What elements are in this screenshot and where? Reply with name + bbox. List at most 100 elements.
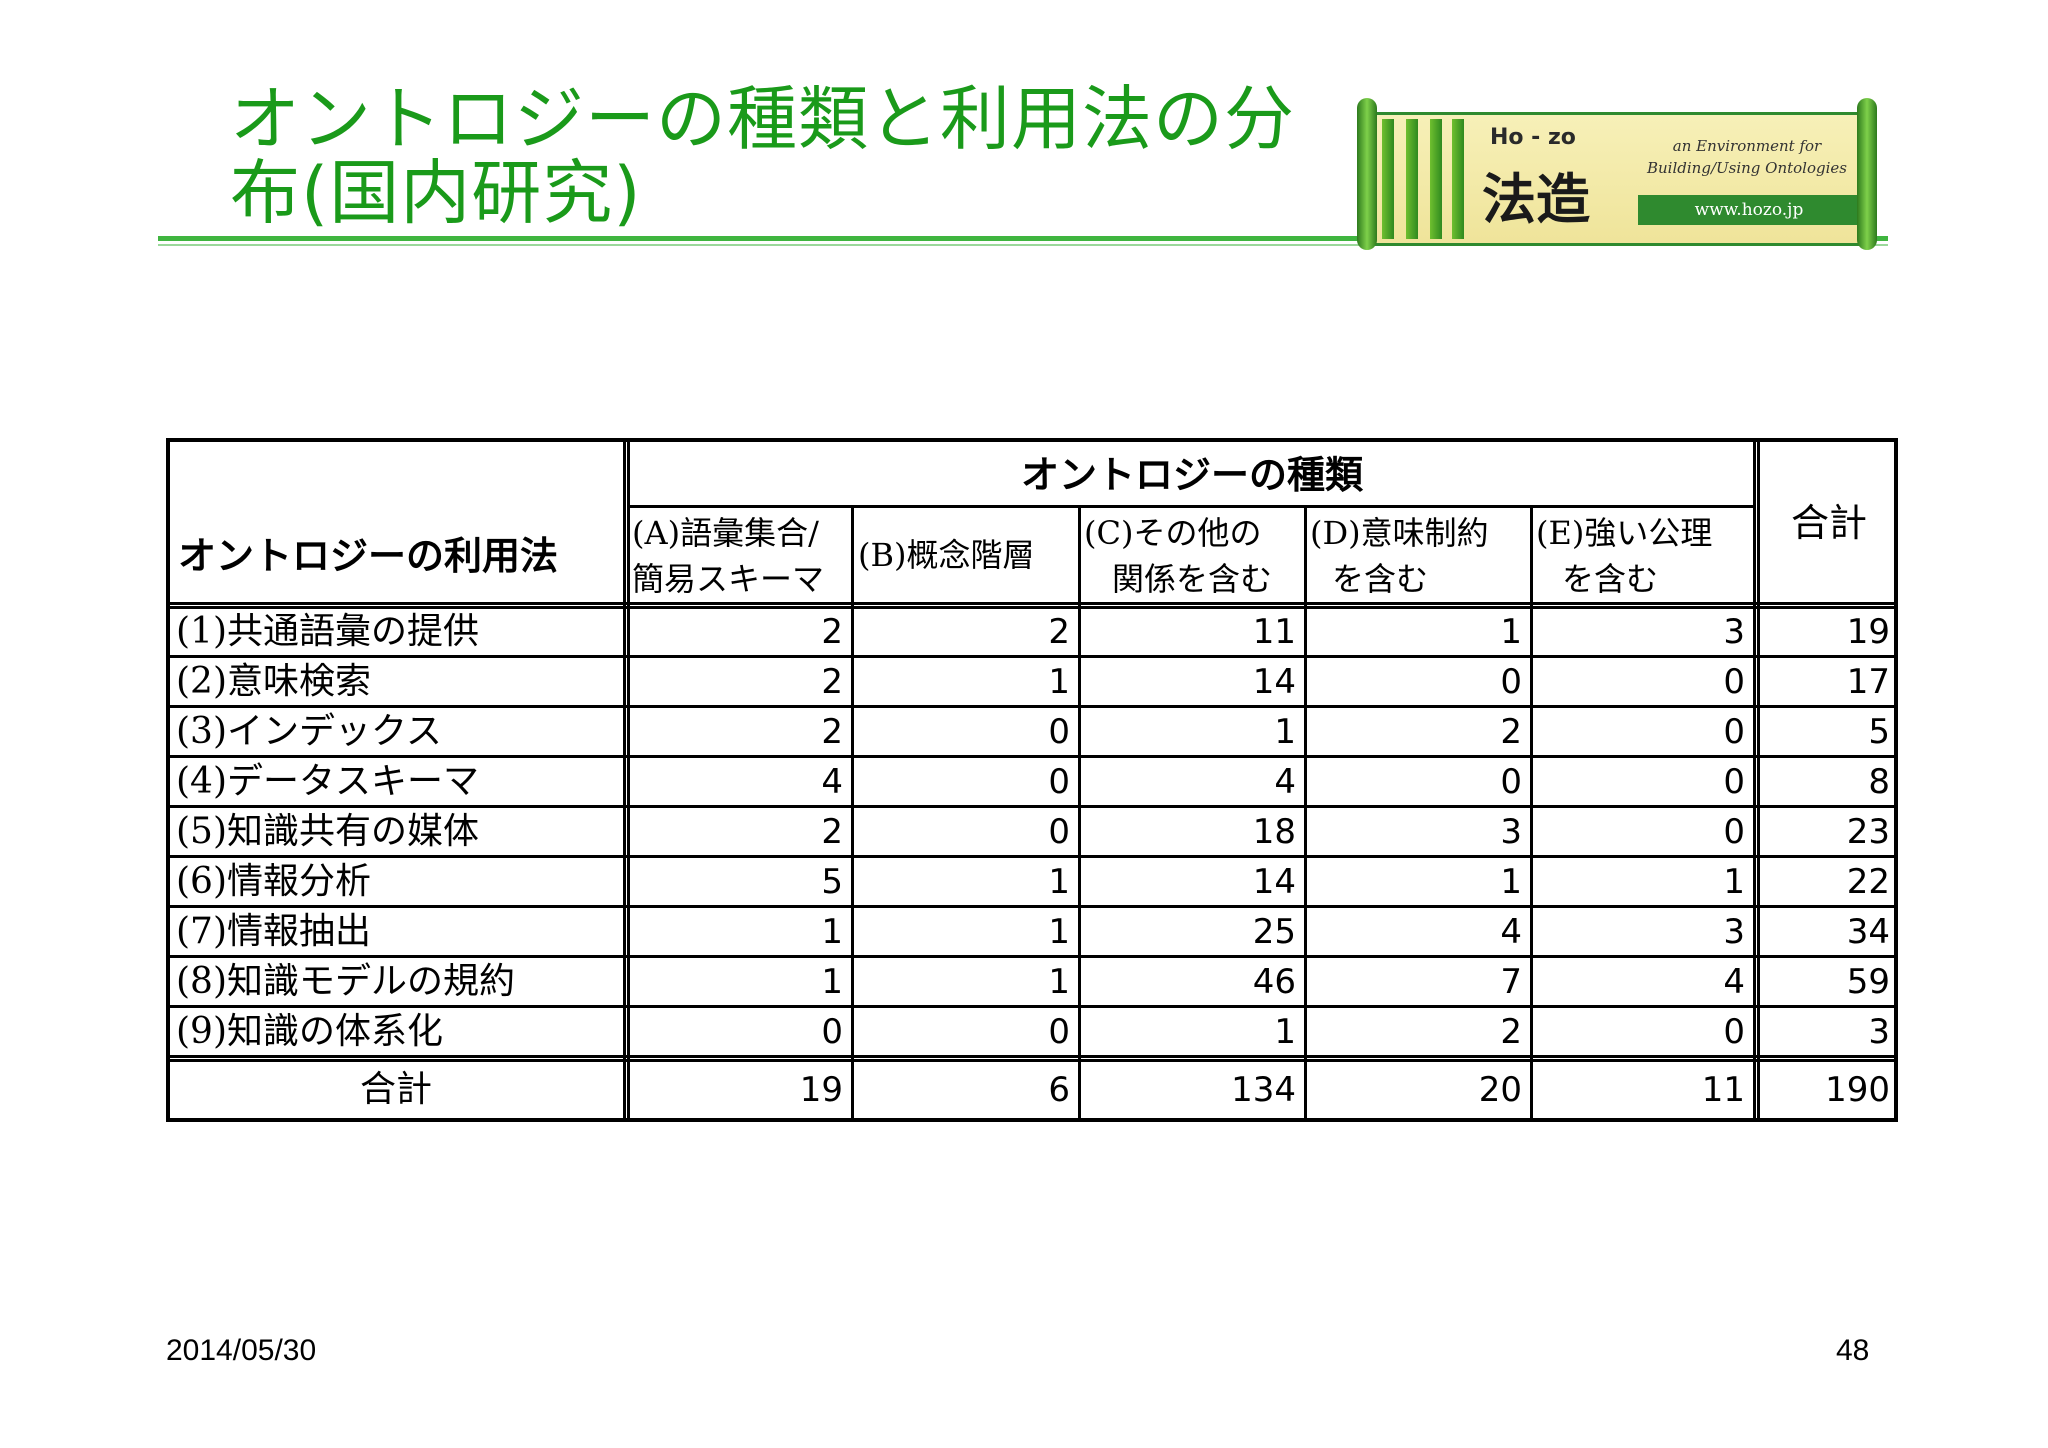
count-cell: 1 (821, 912, 843, 952)
corner-header: オントロジーの利用法 (178, 534, 559, 578)
count-cell: 1 (1274, 712, 1296, 752)
grid-line (170, 606, 1894, 609)
row-total-cell: 17 (1846, 662, 1890, 702)
slide-title-line1: オントロジーの種類と利用法の分 (230, 78, 1295, 160)
grid-line (170, 655, 1894, 658)
count-cell: 11 (1701, 1070, 1745, 1110)
logo-tagline: an Environment for Building/Using Ontolo… (1647, 137, 1847, 177)
count-cell: 2 (821, 712, 843, 752)
row-total-cell: 59 (1846, 962, 1890, 1002)
count-cell: 0 (821, 1012, 843, 1052)
count-cell: 0 (1048, 812, 1070, 852)
logo-kanji: 法造 (1482, 167, 1590, 231)
count-cell: 1 (1048, 962, 1070, 1002)
column-header-line: (A)語彙集合/ (632, 514, 819, 552)
column-header-line: を含む (1332, 560, 1429, 598)
count-cell: 20 (1478, 1070, 1522, 1110)
count-cell: 18 (1252, 812, 1296, 852)
count-cell: 4 (1500, 912, 1522, 952)
count-cell: 7 (1500, 962, 1522, 1002)
grid-line (170, 855, 1894, 858)
count-cell: 1 (1500, 612, 1522, 652)
grid-line (1757, 442, 1760, 1118)
group-header: オントロジーの種類 (1020, 453, 1363, 497)
usage-type-table: オントロジーの利用法 オントロジーの種類 合計 (A)語彙集合/ 簡易スキーマ … (166, 438, 1898, 1122)
title-underline-thin (158, 244, 1888, 246)
count-cell: 0 (1500, 662, 1522, 702)
total-column-header: 合計 (1790, 501, 1867, 545)
count-cell: 2 (821, 612, 843, 652)
column-header-b: (B)概念階層 (858, 532, 1078, 578)
count-cell: 2 (1048, 612, 1070, 652)
title-underline (158, 236, 1888, 241)
column-header-a: (A)語彙集合/ 簡易スキーマ (632, 510, 852, 602)
count-cell: 4 (1274, 762, 1296, 802)
grid-line (170, 755, 1894, 758)
count-cell: 1 (1723, 862, 1745, 902)
count-cell: 134 (1231, 1070, 1296, 1110)
count-cell: 0 (1723, 1012, 1745, 1052)
count-cell: 1 (1500, 862, 1522, 902)
count-cell: 14 (1252, 662, 1296, 702)
count-cell: 11 (1252, 612, 1296, 652)
grid-line (1753, 442, 1756, 1118)
count-cell: 2 (821, 662, 843, 702)
count-cell: 25 (1252, 912, 1296, 952)
count-cell: 4 (1723, 962, 1745, 1002)
column-header-d: (D)意味制約 を含む (1310, 510, 1530, 602)
count-cell: 14 (1252, 862, 1296, 902)
grid-line (629, 505, 1755, 508)
row-label: (1)共通語彙の提供 (176, 611, 479, 652)
count-cell: 0 (1048, 1012, 1070, 1052)
count-cell: 6 (1048, 1070, 1070, 1110)
slide-title: オントロジーの種類と利用法の分 布(国内研究) (230, 82, 1380, 230)
count-cell: 1 (1048, 662, 1070, 702)
column-header-line: (E)強い公理 (1536, 514, 1713, 552)
count-cell: 3 (1723, 612, 1745, 652)
count-cell: 4 (821, 762, 843, 802)
count-cell: 19 (799, 1070, 843, 1110)
row-label: (9)知識の体系化 (176, 1011, 443, 1052)
count-cell: 2 (1500, 712, 1522, 752)
column-header-line: 簡易スキーマ (632, 560, 825, 598)
row-label: (7)情報抽出 (176, 911, 371, 952)
total-row-label: 合計 (359, 1069, 432, 1110)
count-cell: 1 (1274, 1012, 1296, 1052)
column-header-line: (B)概念階層 (858, 536, 1035, 574)
grid-line (170, 705, 1894, 708)
row-total-cell: 5 (1868, 712, 1890, 752)
bamboo-icon (1406, 119, 1418, 239)
row-total-cell: 190 (1825, 1070, 1890, 1110)
count-cell: 0 (1723, 712, 1745, 752)
column-header-e: (E)強い公理 を含む (1536, 510, 1754, 602)
scroll-roll-right (1857, 98, 1877, 250)
logo-url: www.hozo.jp (1638, 195, 1860, 225)
row-label: (5)知識共有の媒体 (176, 811, 479, 852)
count-cell: 3 (1500, 812, 1522, 852)
row-label: (4)データスキーマ (176, 761, 479, 802)
row-total-cell: 22 (1846, 862, 1890, 902)
grid-line (170, 805, 1894, 808)
scroll-roll-left (1357, 98, 1377, 250)
column-header-c: (C)その他の 関係を含む (1084, 510, 1304, 602)
row-label: (6)情報分析 (176, 861, 371, 902)
row-total-cell: 8 (1868, 762, 1890, 802)
grid-line (1530, 505, 1533, 1122)
row-total-cell: 19 (1846, 612, 1890, 652)
grid-line (1304, 505, 1307, 1122)
grid-line (170, 602, 1894, 605)
grid-line (851, 505, 854, 1122)
count-cell: 0 (1723, 812, 1745, 852)
count-cell: 1 (1048, 912, 1070, 952)
count-cell: 2 (1500, 1012, 1522, 1052)
footer-date: 2014/05/30 (166, 1334, 317, 1367)
row-total-cell: 3 (1868, 1012, 1890, 1052)
count-cell: 0 (1500, 762, 1522, 802)
grid-line (170, 905, 1894, 908)
grid-line (170, 1005, 1894, 1008)
count-cell: 3 (1723, 912, 1745, 952)
grid-line (623, 442, 626, 1118)
page-number: 48 (1836, 1334, 1870, 1367)
bamboo-icon (1452, 119, 1464, 239)
column-header-line: (C)その他の (1084, 514, 1262, 552)
